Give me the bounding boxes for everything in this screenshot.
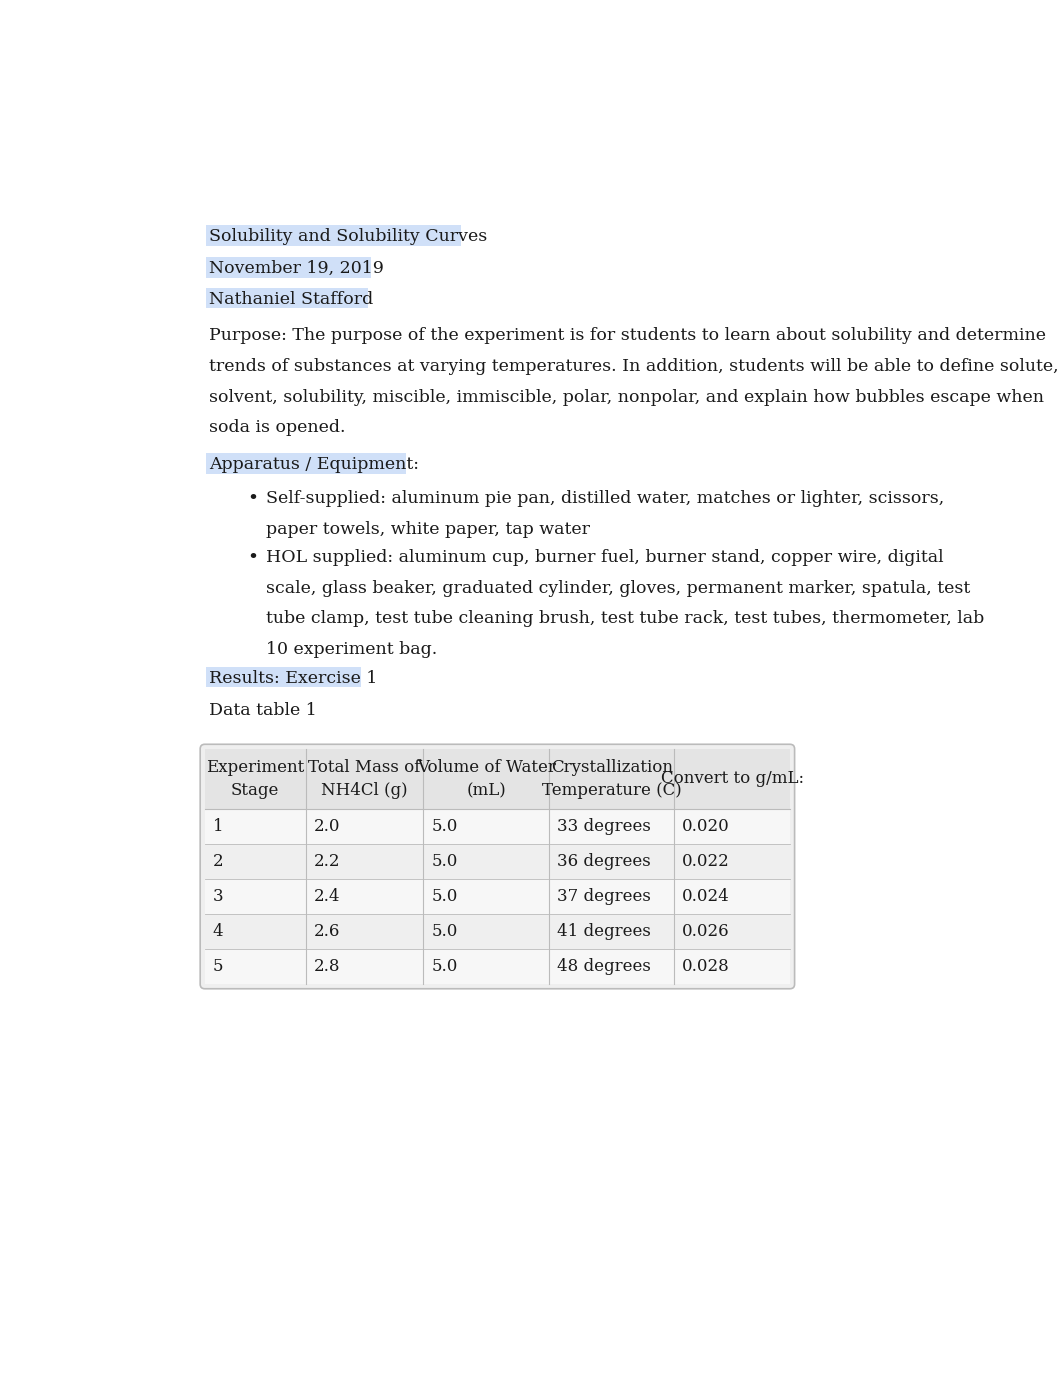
Text: Results: Exercise 1: Results: Exercise 1 (209, 669, 377, 687)
Text: 48 degrees: 48 degrees (556, 958, 651, 975)
Text: 5.0: 5.0 (431, 852, 458, 870)
Text: 0.026: 0.026 (682, 923, 730, 940)
Text: 0.024: 0.024 (682, 888, 730, 905)
Text: 2.2: 2.2 (313, 852, 340, 870)
Bar (206, 226, 461, 246)
Bar (206, 453, 406, 474)
Text: Total Mass of
NH4Cl (g): Total Mass of NH4Cl (g) (308, 759, 421, 799)
Text: paper towels, white paper, tap water: paper towels, white paper, tap water (267, 521, 590, 538)
Bar (206, 257, 371, 278)
Bar (206, 288, 369, 308)
Text: soda is opened.: soda is opened. (209, 420, 345, 437)
Bar (205, 844, 790, 879)
Text: 5.0: 5.0 (431, 958, 458, 975)
Bar (206, 666, 361, 687)
Text: Experiment
Stage: Experiment Stage (206, 759, 305, 799)
Text: 0.020: 0.020 (682, 818, 730, 834)
Text: 2.0: 2.0 (313, 818, 340, 834)
Text: 0.022: 0.022 (682, 852, 730, 870)
Text: 5.0: 5.0 (431, 923, 458, 940)
Text: 10 experiment bag.: 10 experiment bag. (267, 642, 438, 658)
Text: •: • (247, 548, 258, 567)
Bar (205, 879, 790, 914)
Text: 5.0: 5.0 (431, 888, 458, 905)
Text: Volume of Water
(mL): Volume of Water (mL) (416, 759, 555, 799)
Text: 5.0: 5.0 (431, 818, 458, 834)
Text: 2.8: 2.8 (313, 958, 340, 975)
FancyBboxPatch shape (200, 745, 794, 989)
Text: Solubility and Solubility Curves: Solubility and Solubility Curves (209, 229, 487, 245)
Text: Crystallization
Temperature (C): Crystallization Temperature (C) (542, 759, 682, 799)
Text: •: • (247, 490, 258, 508)
Bar (205, 808, 790, 844)
Text: scale, glass beaker, graduated cylinder, gloves, permanent marker, spatula, test: scale, glass beaker, graduated cylinder,… (267, 580, 971, 596)
Text: Data table 1: Data table 1 (209, 702, 316, 719)
Text: 37 degrees: 37 degrees (556, 888, 651, 905)
Text: November 19, 2019: November 19, 2019 (209, 260, 383, 277)
Text: Convert to g/mL:: Convert to g/mL: (661, 770, 804, 788)
Text: 0.028: 0.028 (682, 958, 730, 975)
Bar (205, 949, 790, 985)
Text: 1: 1 (212, 818, 223, 834)
Text: tube clamp, test tube cleaning brush, test tube rack, test tubes, thermometer, l: tube clamp, test tube cleaning brush, te… (267, 610, 984, 628)
Text: 33 degrees: 33 degrees (556, 818, 651, 834)
Text: trends of substances at varying temperatures. In addition, students will be able: trends of substances at varying temperat… (209, 358, 1059, 375)
Bar (205, 749, 790, 808)
Text: Apparatus / Equipment:: Apparatus / Equipment: (209, 456, 418, 474)
Text: 2.4: 2.4 (313, 888, 340, 905)
Text: 2: 2 (212, 852, 223, 870)
Text: Nathaniel Stafford: Nathaniel Stafford (209, 291, 373, 307)
Text: 5: 5 (212, 958, 223, 975)
Text: HOL supplied: aluminum cup, burner fuel, burner stand, copper wire, digital: HOL supplied: aluminum cup, burner fuel,… (267, 548, 944, 566)
Text: solvent, solubility, miscible, immiscible, polar, nonpolar, and explain how bubb: solvent, solubility, miscible, immiscibl… (209, 388, 1044, 406)
Text: 41 degrees: 41 degrees (556, 923, 651, 940)
Text: 4: 4 (212, 923, 223, 940)
Text: 3: 3 (212, 888, 223, 905)
Text: 2.6: 2.6 (313, 923, 340, 940)
Text: Purpose: The purpose of the experiment is for students to learn about solubility: Purpose: The purpose of the experiment i… (209, 326, 1046, 344)
Text: Self-supplied: aluminum pie pan, distilled water, matches or lighter, scissors,: Self-supplied: aluminum pie pan, distill… (267, 490, 944, 507)
Text: 36 degrees: 36 degrees (556, 852, 650, 870)
Bar (205, 914, 790, 949)
